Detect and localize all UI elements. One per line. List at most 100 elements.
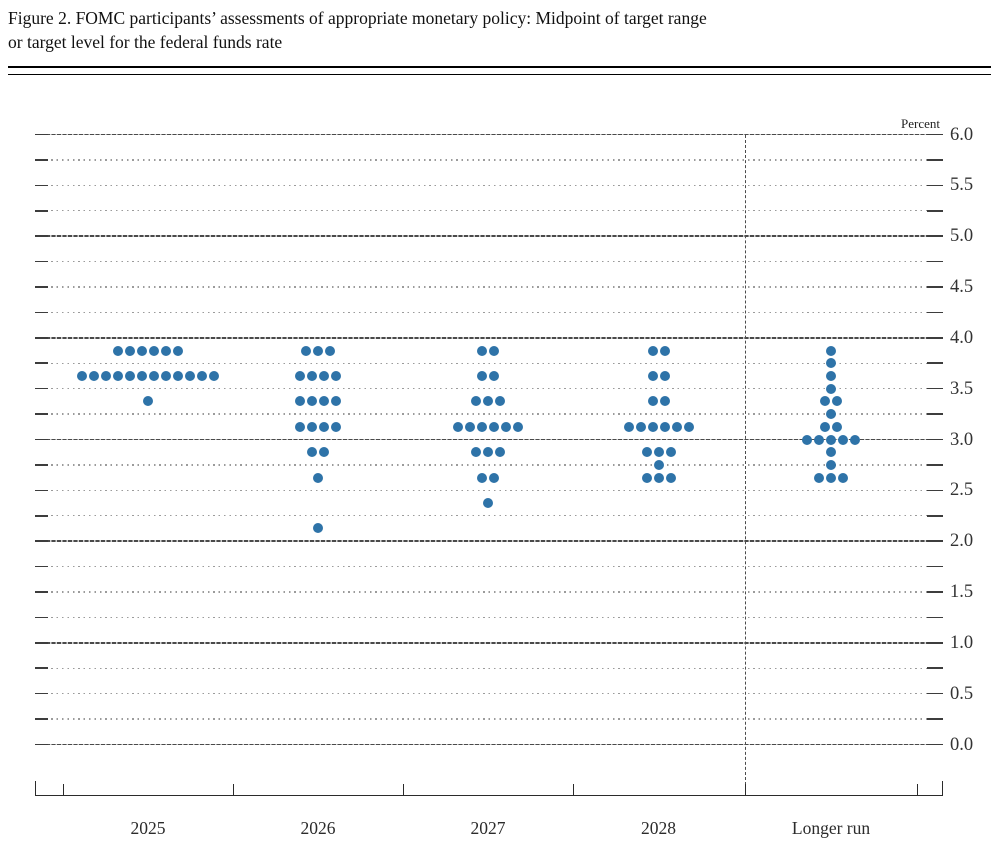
dot-row-longer-run-3.125 — [820, 421, 842, 432]
participant-dot — [313, 472, 323, 483]
participant-dot — [331, 370, 341, 381]
ytick-left — [35, 743, 48, 746]
figure-title: Figure 2. FOMC participants’ assessments… — [8, 6, 986, 54]
participant-dot — [814, 472, 824, 483]
participant-dot — [665, 447, 676, 458]
participant-dot — [826, 345, 836, 356]
dot-row-2027-3.625 — [477, 370, 499, 381]
participant-dot — [185, 370, 195, 381]
x-axis-tick — [233, 784, 234, 795]
ytick-left — [35, 311, 48, 314]
participant-dot — [623, 421, 634, 432]
ytick-left — [35, 184, 48, 187]
dot-row-longer-run-3 — [802, 434, 860, 445]
participant-dot — [173, 345, 183, 356]
ytick-left — [35, 133, 48, 136]
dot-row-2028-3.125 — [623, 421, 694, 432]
gridline-major — [35, 743, 943, 746]
participant-dot — [313, 523, 323, 534]
title-double-rule — [8, 66, 991, 75]
ytick-right — [927, 184, 943, 187]
ytick-left — [35, 286, 48, 288]
ytick-right — [927, 438, 943, 441]
gridline-major — [35, 642, 943, 644]
dot-row-2025-3.375 — [143, 396, 153, 407]
participant-dot — [307, 447, 317, 458]
participant-dot — [501, 421, 511, 432]
ytick-left — [35, 159, 48, 161]
gridline-major — [35, 337, 943, 339]
participant-dot — [683, 421, 694, 432]
participant-dot — [826, 472, 836, 483]
participant-dot — [832, 396, 842, 407]
ytick-label: 2.5 — [950, 480, 974, 501]
ytick-left — [35, 514, 48, 517]
gridline-minor — [35, 693, 943, 695]
participant-dot — [832, 421, 842, 432]
x-category-label: Longer run — [791, 818, 871, 838]
dot-row-2026-2.125 — [313, 523, 323, 534]
participant-dot — [820, 396, 830, 407]
ytick-left — [35, 260, 48, 263]
ytick-label: 4.0 — [950, 327, 974, 348]
dot-row-2028-3.625 — [647, 370, 670, 381]
participant-dot — [826, 358, 836, 369]
ytick-label: 3.0 — [950, 429, 974, 450]
dot-row-2025-3.875 — [113, 345, 183, 356]
ytick-label: 0.0 — [950, 734, 974, 755]
ytick-left — [35, 692, 48, 695]
figure-title-line1: Figure 2. FOMC participants’ assessments… — [8, 8, 707, 28]
participant-dot — [113, 345, 123, 356]
ytick-right — [927, 642, 943, 644]
ytick-right — [927, 743, 943, 746]
x-axis-tick — [403, 784, 404, 795]
participant-dot — [653, 459, 664, 470]
dot-row-2027-3.875 — [477, 345, 499, 356]
dot-row-longer-run-3.75 — [826, 358, 836, 369]
participant-dot — [101, 370, 111, 381]
participant-dot — [149, 370, 159, 381]
dot-row-longer-run-2.625 — [814, 472, 848, 483]
dot-row-longer-run-2.875 — [826, 447, 836, 458]
ytick-right — [927, 235, 943, 237]
participant-dot — [659, 396, 670, 407]
participant-dot — [489, 472, 499, 483]
participant-dot — [826, 383, 836, 394]
dot-row-2027-2.625 — [477, 472, 499, 483]
participant-dot — [113, 370, 123, 381]
ytick-label: 5.0 — [950, 226, 974, 247]
dot-row-2027-3.375 — [471, 396, 505, 407]
participant-dot — [307, 396, 317, 407]
participant-dot — [665, 472, 676, 483]
participant-dot — [465, 421, 475, 432]
participant-dot — [313, 345, 323, 356]
participant-dot — [89, 370, 99, 381]
participant-dot — [137, 345, 147, 356]
participant-dot — [77, 370, 87, 381]
ytick-right — [927, 209, 943, 212]
x-axis-tick — [573, 784, 574, 795]
x-axis-tick — [917, 784, 918, 795]
ytick-label: 1.0 — [950, 632, 974, 653]
participant-dot — [143, 396, 153, 407]
participant-dot — [453, 421, 463, 432]
participant-dot — [647, 421, 658, 432]
participant-dot — [641, 472, 652, 483]
participant-dot — [850, 434, 860, 445]
participant-dot — [495, 396, 505, 407]
ytick-right — [927, 133, 943, 136]
participant-dot — [653, 472, 664, 483]
dot-row-2026-3.625 — [295, 370, 341, 381]
participant-dot — [495, 447, 505, 458]
dot-row-2028-2.75 — [653, 459, 664, 470]
ytick-left — [35, 362, 48, 365]
dot-row-2026-3.375 — [295, 396, 341, 407]
ytick-right — [927, 311, 943, 314]
dot-row-2026-2.875 — [307, 447, 329, 458]
ytick-left — [35, 540, 48, 542]
participant-dot — [331, 396, 341, 407]
participant-dot — [161, 370, 171, 381]
ytick-left — [35, 489, 48, 492]
ytick-label: 3.5 — [950, 378, 974, 399]
ytick-label: 2.0 — [950, 531, 974, 552]
